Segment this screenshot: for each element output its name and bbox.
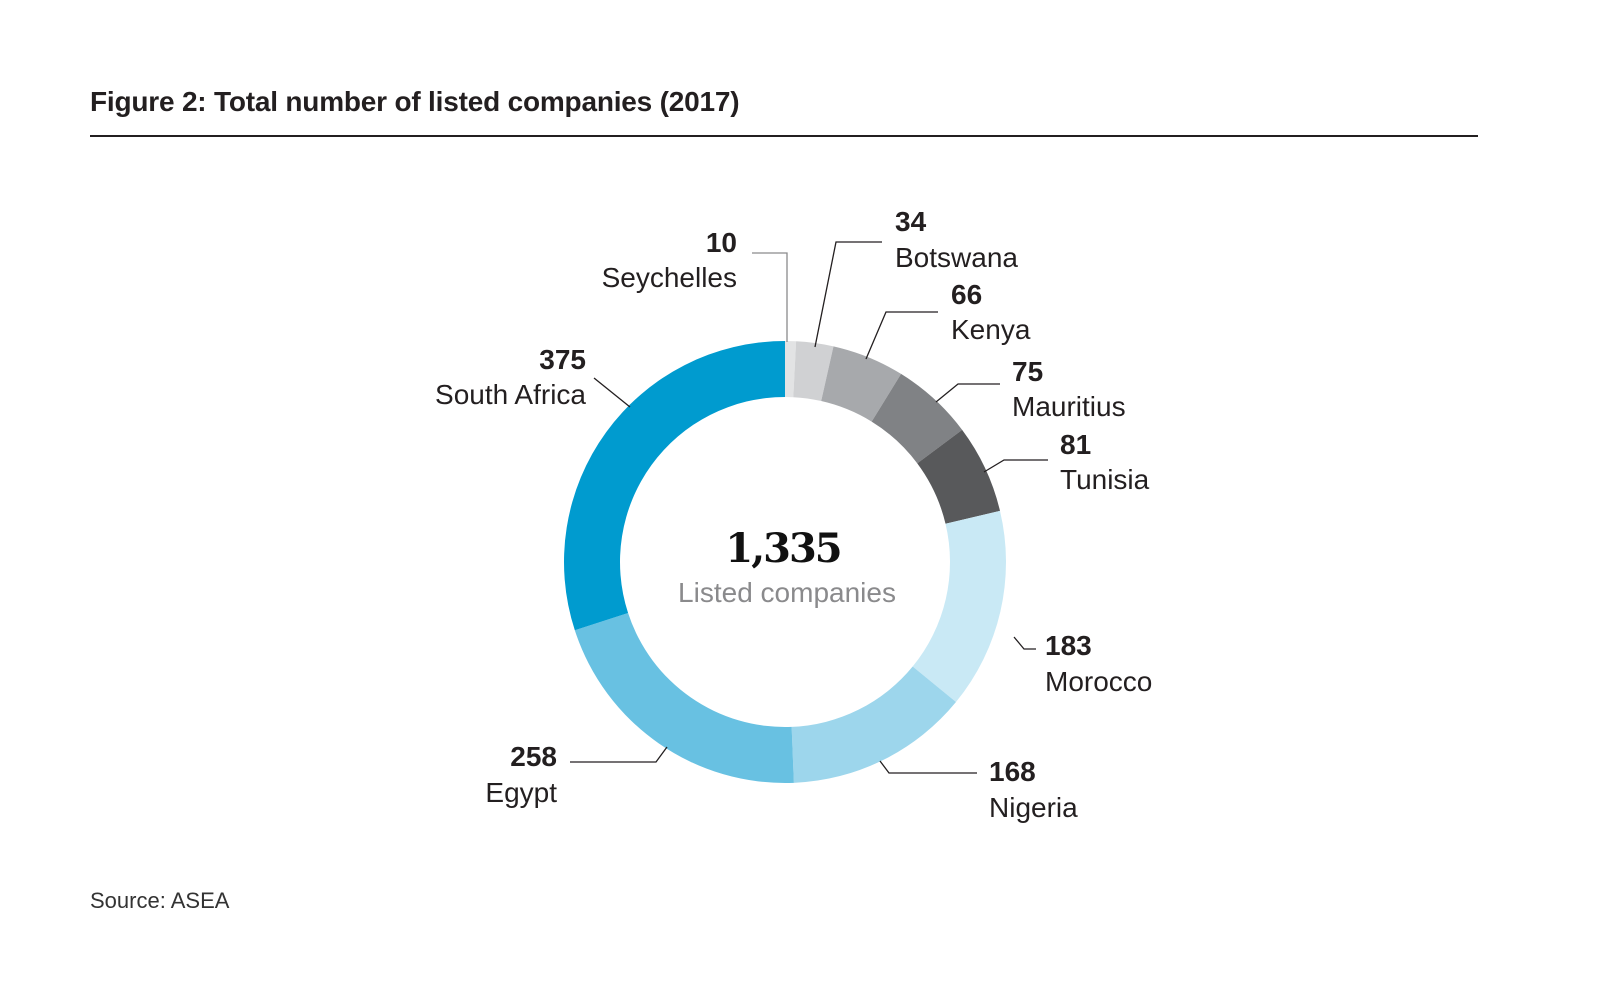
slice-category-label: Seychelles	[602, 262, 737, 293]
leader-line	[752, 252, 788, 342]
slice-egypt	[574, 612, 794, 783]
leader-line	[935, 383, 1000, 403]
leader-line	[865, 311, 938, 360]
slice-nigeria	[791, 666, 956, 783]
slice-botswana	[793, 341, 834, 402]
leader-line	[1013, 636, 1036, 650]
slice-value-label: 66	[951, 279, 982, 310]
source-note: Source: ASEA	[90, 888, 230, 913]
center-label: Listed companies	[678, 577, 896, 608]
slice-value-label: 168	[989, 756, 1036, 787]
leader-line	[983, 459, 1048, 473]
slice-kenya	[821, 346, 902, 422]
leader-line	[814, 241, 882, 348]
slice-category-label: Egypt	[485, 777, 557, 808]
slice-mauritius	[871, 373, 963, 464]
slice-value-label: 34	[895, 206, 927, 237]
slice-category-label: Morocco	[1045, 666, 1152, 697]
slice-seychelles	[785, 341, 797, 398]
slice-labels: 10 Seychelles 34 Botswana 66 Kenya 75 Mauritius…	[435, 206, 1152, 823]
title-rule	[90, 135, 1478, 137]
slice-value-label: 375	[539, 344, 586, 375]
center-total: 1,335	[725, 525, 840, 572]
slice-category-label: Mauritius	[1012, 391, 1126, 422]
slice-morocco	[912, 510, 1007, 703]
slice-value-label: 81	[1060, 429, 1091, 460]
slice-value-label: 258	[510, 741, 557, 772]
slice-category-label: Botswana	[895, 242, 1018, 273]
leader-line	[593, 377, 631, 408]
chart-title: Figure 2: Total number of listed compani…	[90, 86, 740, 117]
slice-south-africa	[564, 341, 785, 631]
slice-tunisia	[917, 429, 1000, 524]
slice-category-label: Tunisia	[1060, 464, 1150, 495]
leader-line	[879, 760, 977, 774]
leader-lines	[570, 241, 1048, 774]
leader-line	[570, 746, 668, 763]
slice-value-label: 183	[1045, 630, 1092, 661]
slice-category-label: Kenya	[951, 314, 1031, 345]
slice-value-label: 75	[1012, 356, 1043, 387]
slice-value-label: 10	[706, 227, 737, 258]
donut-slices	[564, 341, 1007, 783]
slice-category-label: Nigeria	[989, 792, 1078, 823]
slice-category-label: South Africa	[435, 379, 586, 410]
